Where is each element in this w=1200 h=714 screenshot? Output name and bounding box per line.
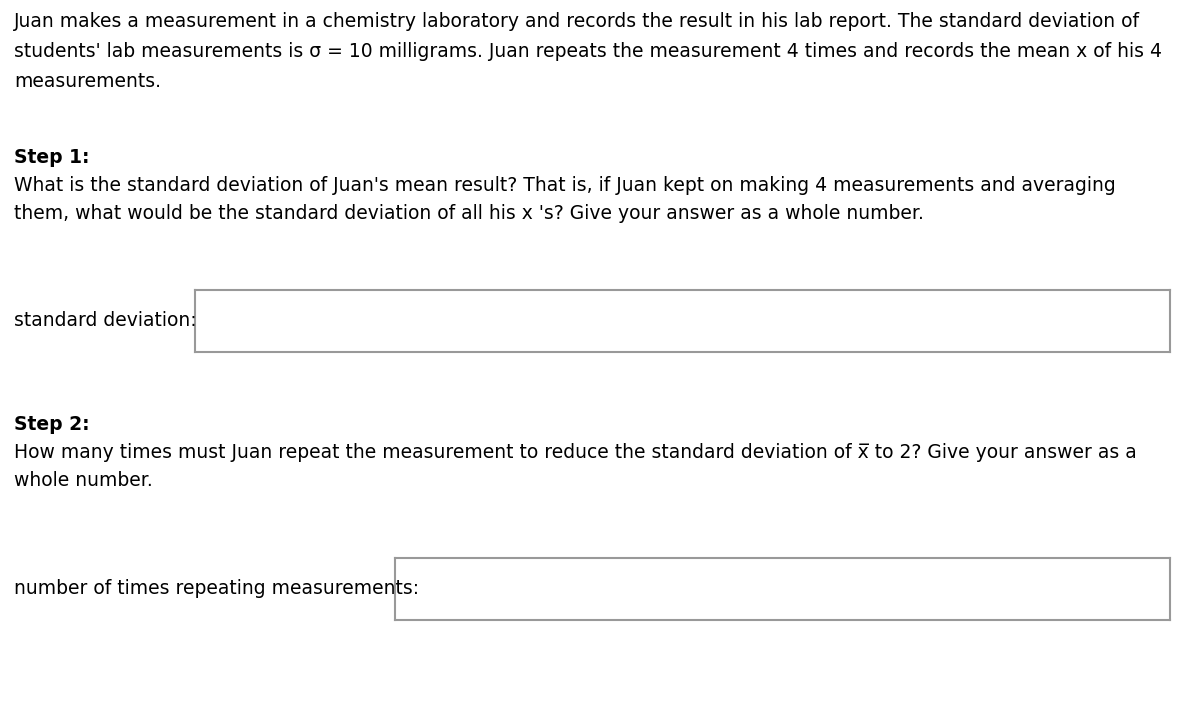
Text: Juan makes a measurement in a chemistry laboratory and records the result in his: Juan makes a measurement in a chemistry …: [14, 12, 1140, 31]
Text: number of times repeating measurements:: number of times repeating measurements:: [14, 580, 419, 598]
Text: measurements.: measurements.: [14, 72, 161, 91]
Text: How many times must Juan repeat the measurement to reduce the standard deviation: How many times must Juan repeat the meas…: [14, 443, 1136, 462]
Text: Step 1:: Step 1:: [14, 148, 90, 167]
Text: What is the standard deviation of Juan's mean result? That is, if Juan kept on m: What is the standard deviation of Juan's…: [14, 176, 1116, 195]
Text: Step 2:: Step 2:: [14, 415, 90, 434]
Text: whole number.: whole number.: [14, 471, 152, 490]
Text: them, what would be the standard deviation of all his x 's? Give your answer as : them, what would be the standard deviati…: [14, 204, 924, 223]
Text: students' lab measurements is σ = 10 milligrams. Juan repeats the measurement 4 : students' lab measurements is σ = 10 mil…: [14, 42, 1162, 61]
Text: standard deviation:: standard deviation:: [14, 311, 197, 331]
